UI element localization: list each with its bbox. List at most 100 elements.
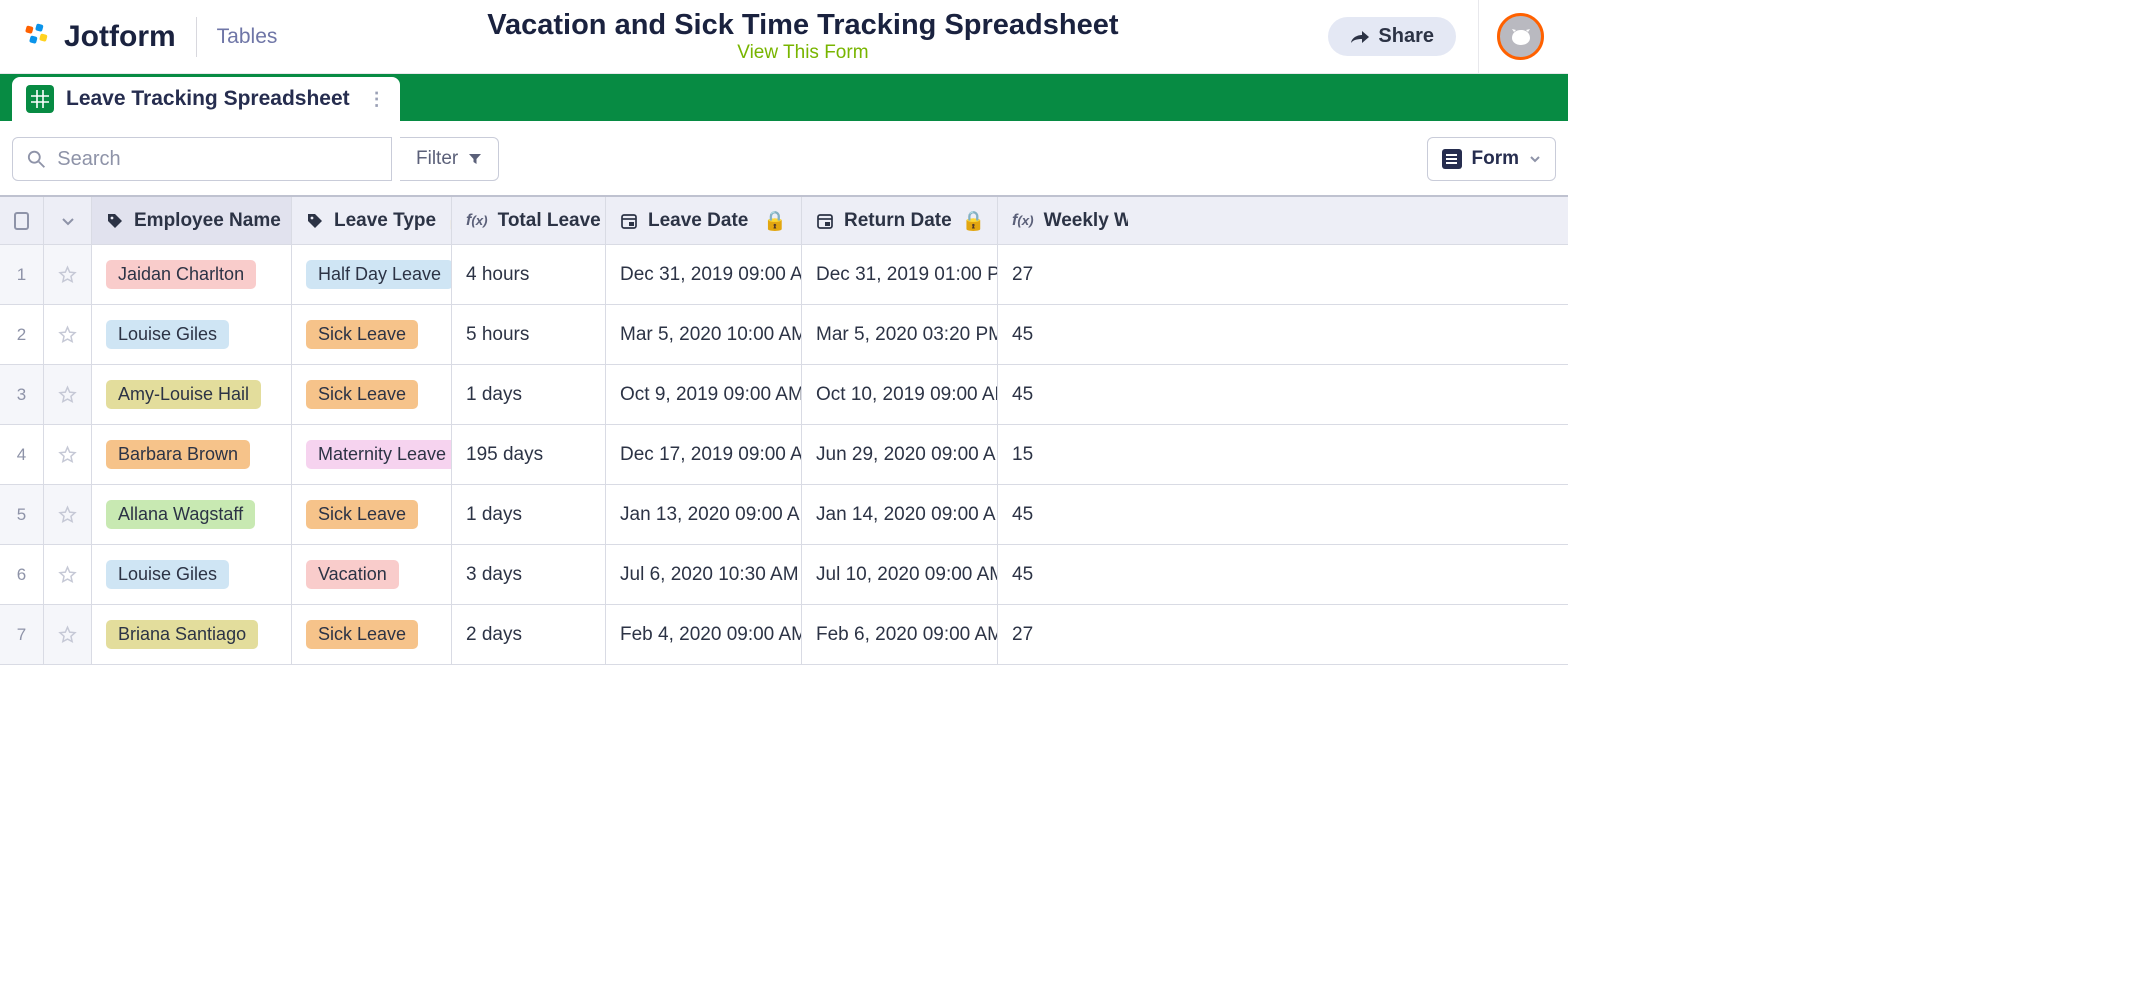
- table-row[interactable]: 4Barbara BrownMaternity Leave195 daysDec…: [0, 425, 1568, 485]
- col-label: Leave Type: [334, 210, 436, 232]
- return-date-cell[interactable]: Oct 10, 2019 09:00 AM: [802, 365, 998, 424]
- employee-tag: Allana Wagstaff: [106, 500, 255, 529]
- total-leave-cell[interactable]: 1 days: [452, 485, 606, 544]
- select-all-cell[interactable]: [0, 197, 44, 244]
- checkbox-icon[interactable]: [14, 212, 29, 230]
- col-total-leave[interactable]: f(x) Total Leave: [452, 197, 606, 244]
- divider: [196, 17, 197, 57]
- share-button[interactable]: Share: [1328, 17, 1456, 56]
- col-employee-name[interactable]: Employee Name 🔒: [92, 197, 292, 244]
- col-leave-date[interactable]: Leave Date 🔒: [606, 197, 802, 244]
- leave-type-cell[interactable]: Sick Leave: [292, 365, 452, 424]
- weekly-cell[interactable]: 45: [998, 365, 1128, 424]
- col-leave-type[interactable]: Leave Type 🔒: [292, 197, 452, 244]
- table-row[interactable]: 3Amy-Louise HailSick Leave1 daysOct 9, 2…: [0, 365, 1568, 425]
- search-icon: [27, 149, 45, 169]
- col-label: Employee Name: [134, 210, 281, 232]
- total-leave-cell[interactable]: 4 hours: [452, 245, 606, 304]
- col-weekly-working[interactable]: f(x) Weekly Worki: [998, 197, 1128, 244]
- view-form-link[interactable]: View This Form: [277, 42, 1328, 64]
- weekly-cell[interactable]: 45: [998, 545, 1128, 604]
- product-name[interactable]: Tables: [217, 25, 278, 49]
- return-date-cell[interactable]: Dec 31, 2019 01:00 PM: [802, 245, 998, 304]
- form-view-button[interactable]: Form: [1427, 137, 1557, 181]
- employee-cell[interactable]: Louise Giles: [92, 545, 292, 604]
- leave-date-cell[interactable]: Jan 13, 2020 09:00 A...: [606, 485, 802, 544]
- employee-cell[interactable]: Louise Giles: [92, 305, 292, 364]
- return-date-cell[interactable]: Jan 14, 2020 09:00 AM: [802, 485, 998, 544]
- weekly-cell[interactable]: 45: [998, 485, 1128, 544]
- total-leave-cell[interactable]: 3 days: [452, 545, 606, 604]
- return-date-cell[interactable]: Jun 29, 2020 09:00 AM: [802, 425, 998, 484]
- star-icon: [58, 384, 77, 406]
- return-date-cell[interactable]: Jul 10, 2020 09:00 AM: [802, 545, 998, 604]
- chevron-down-icon: [1529, 153, 1541, 165]
- weekly-cell[interactable]: 27: [998, 605, 1128, 664]
- star-toggle[interactable]: [44, 245, 92, 304]
- tab-leave-tracking[interactable]: Leave Tracking Spreadsheet ⋮: [12, 77, 400, 121]
- weekly-cell[interactable]: 15: [998, 425, 1128, 484]
- search-input[interactable]: [57, 148, 377, 171]
- leave-date-cell[interactable]: Mar 5, 2020 10:00 AM: [606, 305, 802, 364]
- table-row[interactable]: 5 Allana Wagstaff Sick Leave1 daysJan 13, …: [0, 485, 1568, 545]
- employee-cell[interactable]: Amy-Louise Hail: [92, 365, 292, 424]
- expand-header[interactable]: [44, 197, 92, 244]
- leave-date-cell[interactable]: Dec 17, 2019 09:00 AM: [606, 425, 802, 484]
- user-avatar[interactable]: [1497, 13, 1544, 60]
- col-label: Total Leave: [498, 210, 601, 232]
- employee-tag: Louise Giles: [106, 560, 229, 589]
- sheet-icon: [26, 85, 54, 113]
- table-row[interactable]: 2Louise GilesSick Leave5 hoursMar 5, 202…: [0, 305, 1568, 365]
- avatar-icon: [1506, 22, 1536, 52]
- leave-type-cell[interactable]: Half Day Leave: [292, 245, 452, 304]
- leave-type-cell[interactable]: Sick Leave: [292, 305, 452, 364]
- row-number: 7: [0, 605, 44, 664]
- tab-label: Leave Tracking Spreadsheet: [66, 87, 350, 111]
- col-label: Return Date: [844, 210, 952, 232]
- total-leave-cell[interactable]: 195 days: [452, 425, 606, 484]
- weekly-cell[interactable]: 27: [998, 245, 1128, 304]
- row-number: 5: [0, 485, 44, 544]
- table-row[interactable]: 6Louise GilesVacation3 daysJul 6, 2020 1…: [0, 545, 1568, 605]
- return-date-cell[interactable]: Feb 6, 2020 09:00 AM: [802, 605, 998, 664]
- return-date-cell[interactable]: Mar 5, 2020 03:20 PM: [802, 305, 998, 364]
- filter-icon: [468, 152, 482, 166]
- leave-date-cell[interactable]: Dec 31, 2019 09:00 AM: [606, 245, 802, 304]
- employee-cell[interactable]: Allana Wagstaff: [92, 485, 292, 544]
- leave-type-tag: Sick Leave: [306, 320, 418, 349]
- leave-type-cell[interactable]: Vacation: [292, 545, 452, 604]
- leave-type-cell[interactable]: Sick Leave: [292, 605, 452, 664]
- leave-type-cell[interactable]: Sick Leave: [292, 485, 452, 544]
- star-toggle[interactable]: [44, 545, 92, 604]
- employee-cell[interactable]: Jaidan Charlton: [92, 245, 292, 304]
- tab-menu-icon[interactable]: ⋮: [362, 89, 386, 110]
- employee-cell[interactable]: Barbara Brown: [92, 425, 292, 484]
- total-leave-cell[interactable]: 5 hours: [452, 305, 606, 364]
- weekly-cell[interactable]: 45: [998, 305, 1128, 364]
- star-toggle[interactable]: [44, 485, 92, 544]
- star-toggle[interactable]: [44, 425, 92, 484]
- leave-type-tag: Sick Leave: [306, 380, 418, 409]
- title-block: Vacation and Sick Time Tracking Spreadsh…: [277, 9, 1328, 64]
- form-label: Form: [1472, 148, 1520, 170]
- total-leave-cell[interactable]: 2 days: [452, 605, 606, 664]
- star-toggle[interactable]: [44, 605, 92, 664]
- toolbar: Filter Form: [0, 121, 1568, 195]
- star-toggle[interactable]: [44, 365, 92, 424]
- table-row[interactable]: 7 Briana SantiagoSick Leave2 daysFeb 4, 2…: [0, 605, 1568, 665]
- star-toggle[interactable]: [44, 305, 92, 364]
- employee-tag: Louise Giles: [106, 320, 229, 349]
- brand-logo[interactable]: Jotform: [24, 20, 176, 54]
- leave-type-cell[interactable]: Maternity Leave: [292, 425, 452, 484]
- table-row[interactable]: 1Jaidan CharltonHalf Day Leave4 hoursDec…: [0, 245, 1568, 305]
- filter-button[interactable]: Filter: [400, 137, 499, 181]
- app-header: Jotform Tables Vacation and Sick Time Tr…: [0, 0, 1568, 74]
- col-return-date[interactable]: Return Date 🔒: [802, 197, 998, 244]
- search-box[interactable]: [12, 137, 392, 181]
- date-icon: [620, 212, 638, 230]
- leave-date-cell[interactable]: Jul 6, 2020 10:30 AM: [606, 545, 802, 604]
- leave-date-cell[interactable]: Feb 4, 2020 09:00 AM: [606, 605, 802, 664]
- employee-cell[interactable]: Briana Santiago: [92, 605, 292, 664]
- total-leave-cell[interactable]: 1 days: [452, 365, 606, 424]
- leave-date-cell[interactable]: Oct 9, 2019 09:00 AM: [606, 365, 802, 424]
